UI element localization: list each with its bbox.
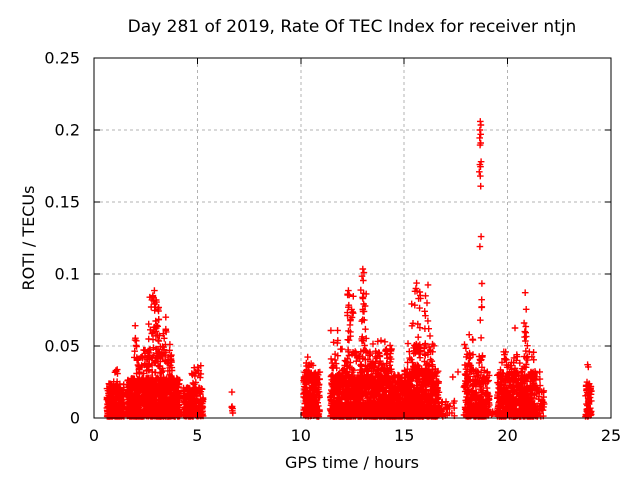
- axis-tick-labels: 0 5 10 15 20 25 0 0.05 0.1 0.15 0.2 0.25: [44, 49, 621, 446]
- gridlines: [94, 58, 611, 418]
- y-tick-label: 0.25: [44, 49, 80, 68]
- x-tick-label: 15: [394, 426, 414, 445]
- y-axis-label: ROTI / TECUs: [19, 186, 38, 291]
- x-tick-label: 20: [497, 426, 517, 445]
- plot-title: Day 281 of 2019, Rate Of TEC Index for r…: [128, 17, 577, 37]
- x-tick-label: 5: [192, 426, 202, 445]
- x-tick-label: 0: [89, 426, 99, 445]
- scatter-data-points: [103, 118, 595, 420]
- axis-ticks: [93, 57, 612, 419]
- y-tick-label: 0.2: [55, 121, 80, 140]
- x-tick-label: 10: [291, 426, 311, 445]
- y-tick-label: 0: [70, 409, 80, 428]
- x-tick-label: 25: [601, 426, 621, 445]
- y-tick-label: 0.15: [44, 193, 80, 212]
- x-axis-label: GPS time / hours: [285, 453, 419, 472]
- plot-frame: [93, 57, 612, 419]
- y-tick-label: 0.1: [55, 265, 80, 284]
- y-tick-label: 0.05: [44, 337, 80, 356]
